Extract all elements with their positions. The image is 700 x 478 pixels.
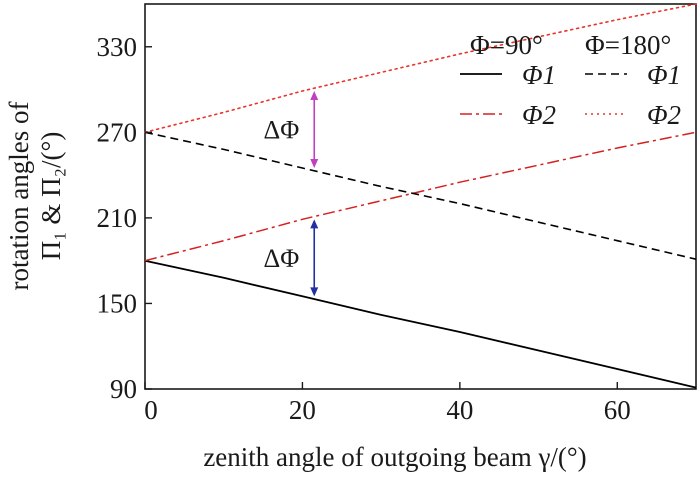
delta-phi-label: ΔΦ [264,244,300,273]
y-tick-label: 270 [97,117,138,147]
legend-entry: Φ1 [585,60,681,90]
delta-annotation-2: ΔΦ [264,219,319,297]
series-layer [144,3,697,389]
arrow-head-down-icon [310,158,319,168]
x-axis-title: zenith angle of outgoing beam γ/(°) [203,442,586,472]
y-tick-label: 210 [97,203,138,233]
legend-entry: Φ2 [585,100,681,130]
series-line-phi90-phi2 [144,131,697,262]
plot-frame [144,3,697,390]
series-line-phi180-phi1 [144,131,697,260]
x-tick-label: 40 [446,395,473,425]
y-tick-label: 90 [110,374,137,404]
y-axis-title-line-1: rotation angles of [4,102,34,291]
arrow-head-up-icon [310,219,319,229]
tick-layer: 0 20 40 60 90 150 210 270 330 [97,32,631,425]
series-line-phi90-phi1 [144,259,697,389]
legend-label: Φ1 [522,60,556,90]
arrow-head-down-icon [310,287,319,297]
legend-group-header: Φ=180° [585,30,671,60]
y-tick-label: 150 [97,288,138,318]
delta-annotation-1: ΔΦ [264,90,319,168]
legend-label: Φ2 [522,100,556,130]
x-tick-label: 20 [289,395,316,425]
x-tick-label: 60 [604,395,631,425]
series-line-phi180-phi2 [144,3,697,134]
y-axis-title-line-2: Π₁ & Π₂/(°) [36,132,66,261]
legend-group-header: Φ=90° [470,30,543,60]
delta-phi-label: ΔΦ [264,115,300,144]
x-tick-label: 0 [144,395,158,425]
annotation-layer: ΔΦ ΔΦ [264,90,319,297]
arrow-head-up-icon [310,90,319,100]
y-tick-label: 330 [97,32,138,62]
legend-label: Φ2 [647,100,681,130]
legend-entry: Φ2 [460,100,556,130]
legend-label: Φ1 [647,60,681,90]
legend-entry: Φ1 [460,60,556,90]
